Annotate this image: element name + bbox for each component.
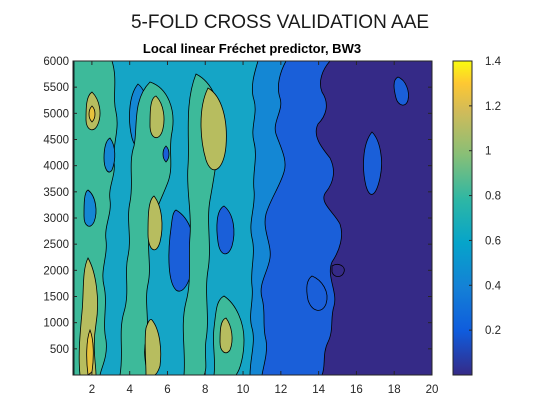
y-tick-label: 2000 (43, 265, 69, 277)
y-tick-label: 5000 (43, 108, 69, 120)
contour-level-5 (149, 95, 165, 139)
y-axis: 500 1000 1500 2000 2500 3000 3500 4000 4500 5000 5… (43, 56, 432, 356)
x-tick-label: 12 (274, 384, 287, 396)
y-tick-label: 4000 (43, 161, 69, 173)
x-tick-label: 2 (89, 384, 95, 396)
x-tick-label: 16 (350, 384, 363, 396)
x-tick-label: 8 (202, 384, 208, 396)
y-tick-label: 2500 (43, 239, 69, 251)
colorbar-ticks: 0.2 0.4 0.6 0.8 1 1.2 1.4 (469, 56, 502, 337)
colorbar-tick-label: 0.6 (485, 235, 501, 247)
y-tick-label: 6000 (43, 56, 69, 68)
x-tick-label: 18 (388, 384, 401, 396)
contour-pocket (216, 205, 235, 255)
colorbar: 0.2 0.4 0.6 0.8 1 1.2 1.4 (452, 56, 502, 376)
y-tick-label: 1500 (43, 292, 69, 304)
y-tick-label: 500 (50, 344, 69, 356)
colorbar-gradient (452, 60, 473, 376)
y-tick-label: 5500 (43, 82, 69, 94)
figure-suptitle: 5-FOLD CROSS VALIDATION AAE (131, 12, 429, 33)
contour-island (331, 264, 345, 277)
contour-plot (73, 61, 432, 375)
y-tick-label: 3500 (43, 187, 69, 199)
x-tick-label: 10 (237, 384, 250, 396)
contour-level-5 (147, 195, 163, 251)
contour-island (306, 275, 328, 311)
contour-level-5 (200, 87, 227, 171)
x-axis: 2 4 6 8 10 12 14 16 18 20 (89, 61, 439, 396)
contour-pocket (162, 145, 170, 163)
contour-pocket (83, 189, 97, 227)
y-tick-label: 1000 (43, 318, 69, 330)
x-tick-label: 14 (312, 384, 325, 396)
colorbar-tick-label: 0.4 (485, 280, 502, 292)
y-tick-label: 3000 (43, 213, 69, 225)
y-tick-label: 4500 (43, 135, 69, 147)
colorbar-tick-label: 1.4 (485, 56, 502, 68)
colorbar-tick-label: 0.2 (485, 325, 501, 337)
x-tick-label: 4 (126, 384, 133, 396)
x-tick-label: 20 (426, 384, 439, 396)
colorbar-tick-label: 1 (485, 146, 491, 158)
contour-level-5 (219, 317, 233, 354)
contour-peak (88, 105, 96, 123)
contour-island (393, 76, 409, 106)
contour-island (363, 131, 382, 195)
x-tick-label: 6 (164, 384, 170, 396)
contour-peak (86, 328, 94, 375)
contour-pocket (103, 137, 116, 173)
colorbar-tick-label: 1.2 (485, 101, 501, 113)
chart-title: Local linear Fréchet predictor, BW3 (143, 41, 361, 56)
contour-level-5 (144, 319, 162, 375)
colorbar-tick-label: 0.8 (485, 191, 501, 203)
